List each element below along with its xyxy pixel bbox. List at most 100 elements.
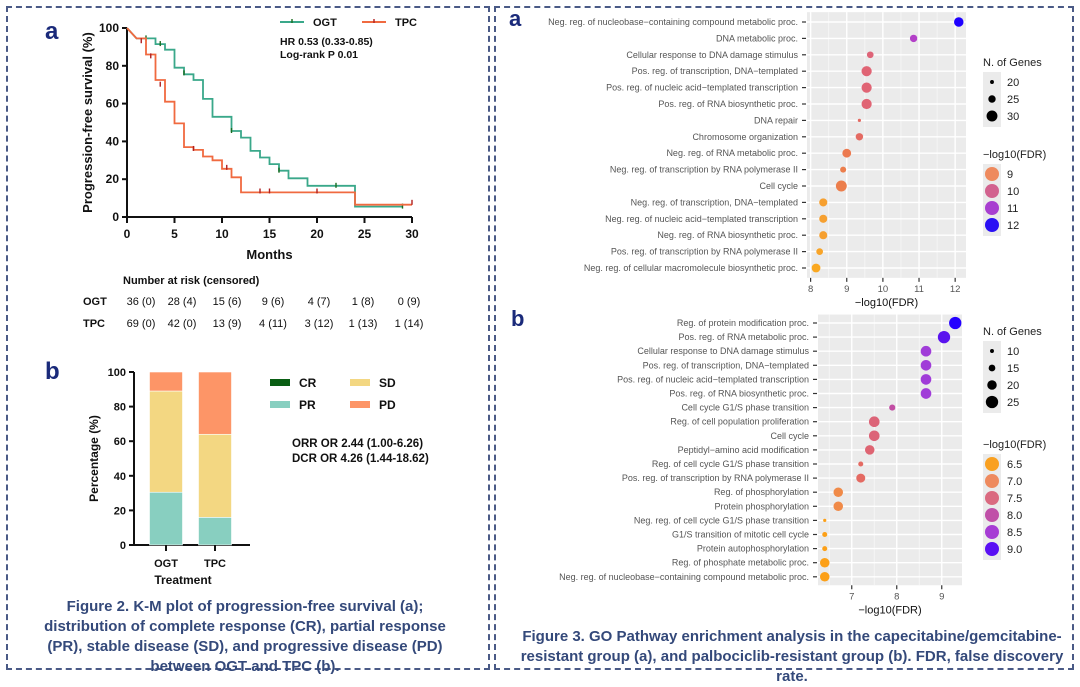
- y-tick-label: 40: [114, 471, 126, 483]
- risk-cell: 36 (0): [126, 296, 156, 308]
- color-legend-swatch: [985, 491, 999, 505]
- x-tick-label: 8: [808, 284, 813, 295]
- x-tick-label: 12: [950, 284, 961, 295]
- legend-label-pd: PD: [379, 398, 396, 412]
- color-legend-title: −log10(FDR): [983, 439, 1046, 451]
- bar-segment-pd: [198, 371, 232, 435]
- term-dot: [833, 501, 844, 512]
- term-label: Reg. of protein modification proc.: [677, 318, 809, 328]
- term-label: Pos. reg. of RNA biosynthetic proc.: [669, 389, 809, 399]
- term-label: Pos. reg. of transcription by RNA polyme…: [611, 247, 798, 257]
- bar-segment-pr: [198, 517, 232, 546]
- bar-segment-pd: [149, 371, 183, 392]
- term-label: Neg. reg. of nucleic acid−templated tran…: [605, 214, 798, 224]
- size-legend-dot: [990, 349, 994, 353]
- risk-cell: 4 (11): [259, 318, 287, 330]
- legend-label-sd: SD: [379, 376, 396, 390]
- term-label: Cell cycle: [759, 181, 798, 191]
- term-dot: [833, 487, 844, 497]
- term-dot: [819, 231, 828, 240]
- color-legend-swatch: [985, 218, 999, 232]
- term-label: Cellular response to DNA damage stimulus: [626, 50, 798, 60]
- size-legend-dot: [988, 95, 996, 103]
- term-dot: [920, 388, 932, 399]
- legend-swatch-pd: [350, 401, 370, 408]
- term-dot: [861, 98, 872, 110]
- term-dot: [909, 34, 918, 43]
- y-tick-label: 40: [106, 134, 120, 148]
- y-tick-label: 100: [108, 367, 126, 379]
- term-dot: [816, 248, 823, 255]
- term-label: DNA repair: [754, 115, 798, 125]
- size-legend-dot: [986, 110, 998, 122]
- legend-swatch-cr: [270, 379, 290, 386]
- y-tick-label: 80: [114, 402, 126, 414]
- figure3-panel-b-label: b: [511, 306, 525, 331]
- color-legend-swatch: [985, 167, 999, 181]
- color-legend-label: 6.5: [1007, 459, 1022, 471]
- x-tick-label: 5: [171, 227, 178, 241]
- term-label: Cell cycle: [770, 431, 809, 441]
- response-bar-chart: 0 20 40 60 80 100 OGT TPC Treatment Percentage (%…: [87, 367, 429, 587]
- x-tick-label: 8: [894, 591, 899, 602]
- y-tick-label: 0: [120, 540, 126, 552]
- size-legend-title: N. of Genes: [983, 57, 1042, 69]
- x-tick-label: 7: [849, 591, 854, 602]
- risk-cell: 42 (0): [167, 318, 197, 330]
- term-label: Pos. reg. of RNA biosynthetic proc.: [658, 99, 798, 109]
- figure2-caption: Figure 2. K-M plot of progression-free s…: [44, 598, 446, 675]
- term-dot: [868, 416, 880, 428]
- term-dot: [861, 66, 872, 77]
- x-tick-label: 30: [405, 227, 419, 241]
- term-label: Cellular response to DNA damage stimulus: [637, 346, 809, 356]
- term-dot: [857, 118, 861, 122]
- term-label: Neg. reg. of nucleobase−containing compo…: [559, 572, 809, 582]
- term-dot: [864, 445, 875, 455]
- risk-cell: 9 (6): [261, 296, 285, 308]
- color-legend-swatch: [985, 184, 999, 198]
- term-dot: [920, 359, 932, 371]
- term-dot: [823, 518, 827, 522]
- term-dot: [840, 166, 847, 173]
- y-tick-label: 80: [106, 59, 120, 73]
- go-enrichment-chart-a: 8 9 10 11 12 −log10(FDR) Neg. reg. of nucleoba…: [548, 12, 1046, 309]
- x-axis-label: −log10(FDR): [855, 297, 918, 309]
- term-label: Protein phosphorylation: [714, 501, 809, 511]
- size-legend-key-bg: [983, 341, 1001, 413]
- size-legend-label: 25: [1007, 94, 1019, 106]
- term-label: G1/S transition of mitotic cell cycle: [672, 530, 809, 540]
- term-label: Neg. reg. of transcription by RNA polyme…: [610, 165, 798, 175]
- risk-cell: 1 (14): [394, 318, 424, 330]
- term-label: Neg. reg. of transcription, DNA−template…: [631, 197, 798, 207]
- term-label: Reg. of cell population proliferation: [670, 417, 809, 427]
- bar-segment-sd: [198, 433, 232, 518]
- figure2-panel-b-label: b: [45, 358, 60, 385]
- term-label: Pos. reg. of transcription by RNA polyme…: [622, 473, 809, 483]
- term-label: Protein autophosphorylation: [697, 544, 809, 554]
- risk-cell: 1 (13): [348, 318, 378, 330]
- risk-cell: 69 (0): [126, 318, 156, 330]
- figure2-panel-a-label: a: [45, 18, 59, 45]
- legend-swatch-pr: [270, 401, 290, 408]
- term-label: Pos. reg. of nucleic acid−templated tran…: [617, 374, 809, 384]
- color-legend-swatch: [985, 508, 999, 522]
- term-label: Chromosome organization: [692, 132, 798, 142]
- y-tick-label: 60: [106, 97, 120, 111]
- y-tick-label: 20: [106, 172, 120, 186]
- size-legend-label: 10: [1007, 346, 1019, 358]
- x-tick-label: TPC: [204, 558, 226, 570]
- risk-cell: 0 (9): [397, 296, 421, 308]
- size-legend-dot: [988, 364, 996, 372]
- risk-row-label: TPC: [83, 318, 105, 330]
- size-legend-title: N. of Genes: [983, 326, 1042, 338]
- km-chart: 0 20 40 60 80 100 0 5 10 15 20 25 30 Months Progressio…: [80, 17, 419, 262]
- size-legend-label: 20: [1007, 77, 1019, 89]
- figure3-panel-a-label: a: [509, 6, 522, 31]
- term-dot: [861, 82, 872, 93]
- y-tick-label: 20: [114, 505, 126, 517]
- km-annotation: HR 0.53 (0.33-0.85): [280, 36, 373, 48]
- term-dot: [858, 461, 864, 467]
- term-label: Neg. reg. of RNA metabolic proc.: [666, 148, 798, 158]
- legend-swatch-sd: [350, 379, 370, 386]
- term-label: DNA metabolic proc.: [716, 33, 798, 43]
